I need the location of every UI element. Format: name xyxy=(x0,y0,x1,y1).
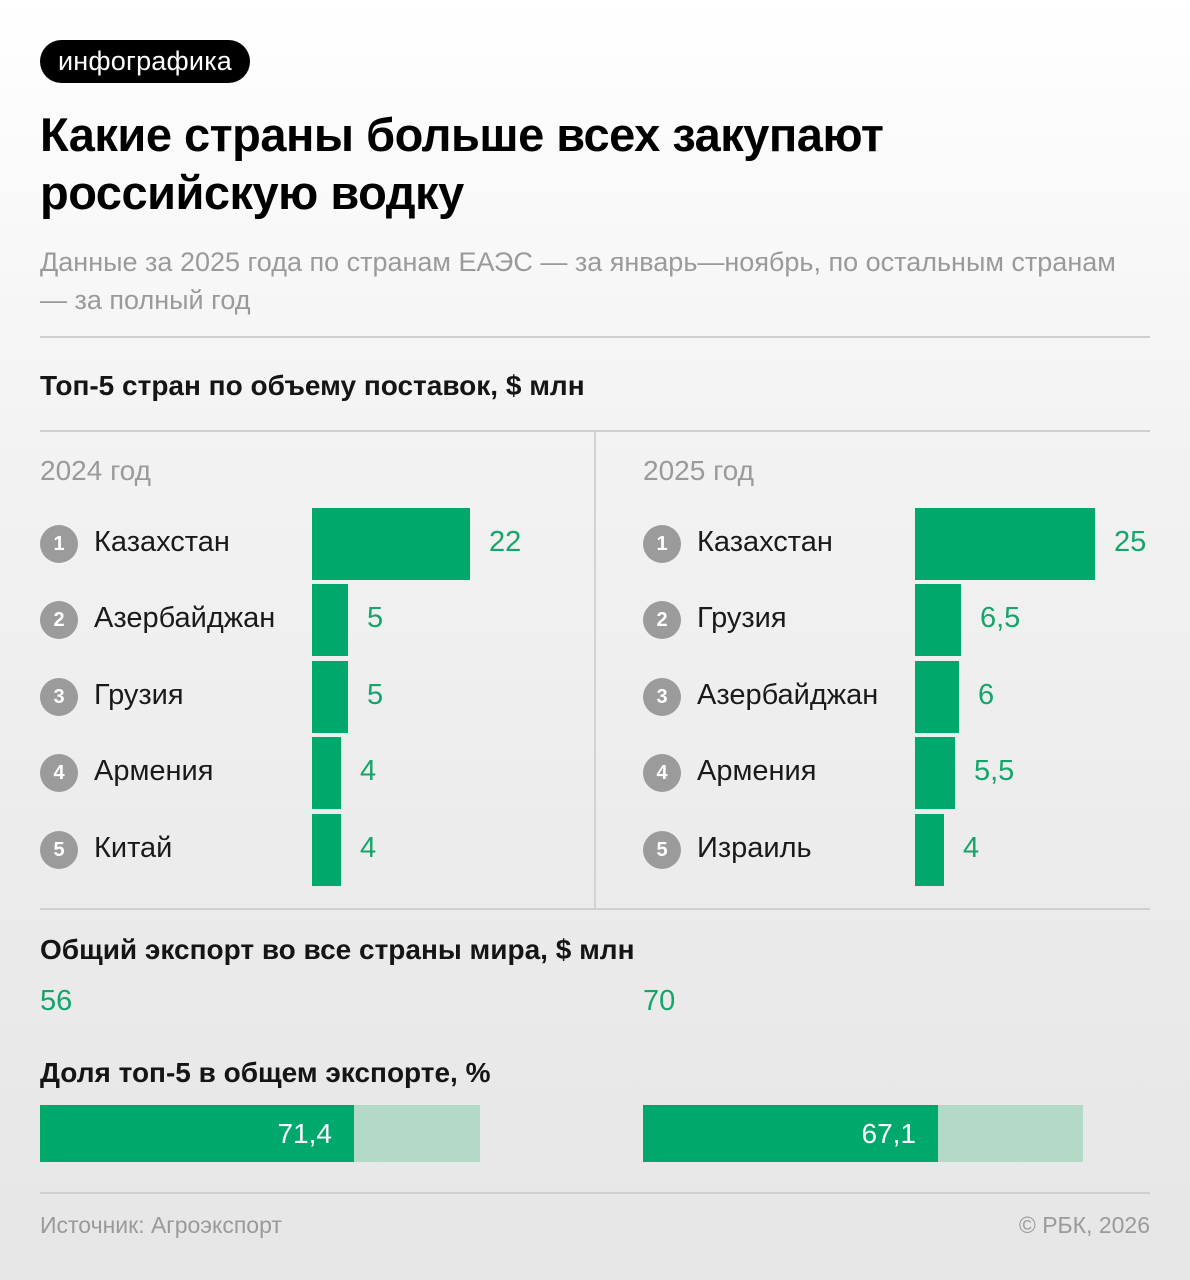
bar xyxy=(915,508,1095,580)
rank-badge: 1 xyxy=(40,525,78,563)
share-fill-2024: 71,4 xyxy=(40,1105,354,1162)
total-export-2024: 56 xyxy=(40,985,73,1017)
country-label: Армения xyxy=(94,755,214,787)
rank-badge: 5 xyxy=(40,831,78,869)
rank-badge: 2 xyxy=(643,601,681,639)
share-fill-2025: 67,1 xyxy=(643,1105,938,1162)
bar xyxy=(312,737,341,809)
rank-badge: 3 xyxy=(40,678,78,716)
rank-badge: 4 xyxy=(643,754,681,792)
copyright-text: © РБК, 2026 xyxy=(1018,1212,1150,1238)
source-text: Источник: Агроэкспорт xyxy=(40,1212,282,1238)
bar-value: 22 xyxy=(489,526,522,558)
country-label: Грузия xyxy=(94,679,184,711)
bar-value: 4 xyxy=(963,832,980,864)
share-bar-2025: 67,1 xyxy=(643,1105,1083,1162)
bar-value: 6,5 xyxy=(980,602,1021,634)
bar xyxy=(915,584,961,656)
divider xyxy=(40,908,1150,910)
infographic-tag: инфографика xyxy=(40,40,251,83)
country-label: Грузия xyxy=(697,602,787,634)
bar xyxy=(915,814,944,886)
divider xyxy=(40,1192,1150,1194)
country-label: Казахстан xyxy=(94,526,230,558)
bar-value: 25 xyxy=(1114,526,1147,558)
rank-badge: 5 xyxy=(643,831,681,869)
rank-badge: 2 xyxy=(40,601,78,639)
rank-badge: 4 xyxy=(40,754,78,792)
bar xyxy=(312,508,470,580)
year-label-2025: 2025 год xyxy=(643,455,754,486)
top5-section-title: Топ-5 стран по объему поставок, $ млн xyxy=(40,370,585,401)
rank-badge: 1 xyxy=(643,525,681,563)
bar-value: 5,5 xyxy=(974,755,1015,787)
country-label: Израиль xyxy=(697,832,812,864)
page-subtitle: Данные за 2025 года по странам ЕАЭС — за… xyxy=(40,247,1116,315)
rank-badge: 3 xyxy=(643,678,681,716)
bar-value: 4 xyxy=(360,832,377,864)
bar-value: 5 xyxy=(367,602,384,634)
bar xyxy=(312,814,341,886)
bar xyxy=(915,661,959,733)
country-label: Казахстан xyxy=(697,526,833,558)
bar-value: 4 xyxy=(360,755,377,787)
country-label: Азербайджан xyxy=(697,679,879,711)
country-label: Китай xyxy=(94,832,173,864)
bar xyxy=(915,737,955,809)
total-export-2025: 70 xyxy=(643,985,676,1017)
bar xyxy=(312,584,348,656)
country-label: Армения xyxy=(697,755,817,787)
year-label-2024: 2024 год xyxy=(40,455,151,486)
share-bar-2024: 71,4 xyxy=(40,1105,480,1162)
page-title: Какие страны больше всех закупают россий… xyxy=(40,108,884,219)
bar-value: 6 xyxy=(978,679,995,711)
column-separator xyxy=(594,431,596,910)
total-export-title: Общий экспорт во все страны мира, $ млн xyxy=(40,934,635,965)
country-label: Азербайджан xyxy=(94,602,276,634)
bar-value: 5 xyxy=(367,679,384,711)
bar xyxy=(312,661,348,733)
divider xyxy=(40,336,1150,338)
share-title: Доля топ-5 в общем экспорте, % xyxy=(40,1057,491,1088)
